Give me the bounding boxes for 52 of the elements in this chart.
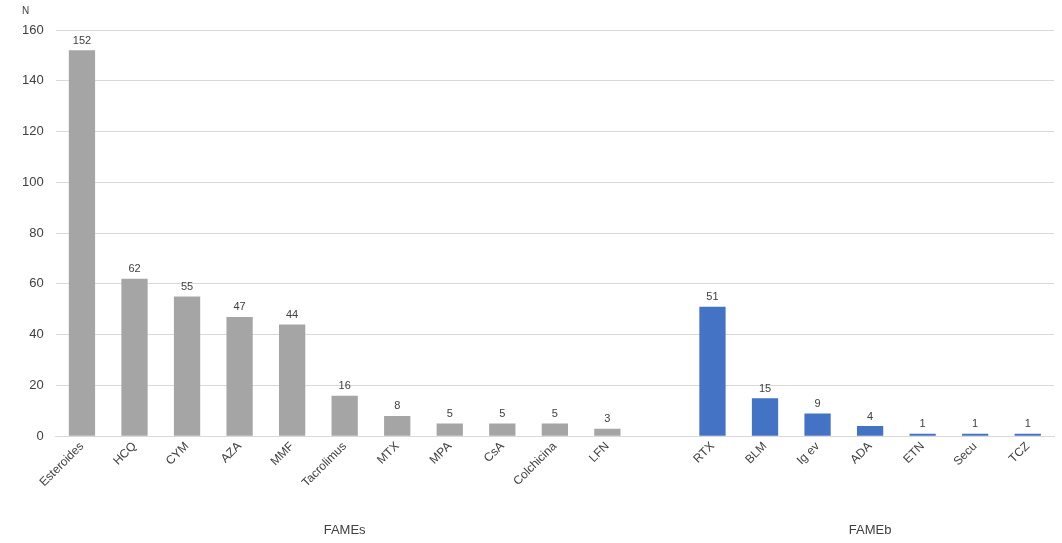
data-label: 51: [706, 290, 719, 303]
bar: [331, 395, 358, 436]
data-label: 15: [758, 381, 772, 394]
data-label: 44: [286, 308, 299, 321]
bar: [384, 415, 411, 436]
bar: [279, 324, 306, 436]
data-label: 8: [394, 399, 401, 412]
y-tick-label: 120: [21, 123, 44, 139]
data-label: 4: [867, 409, 874, 422]
y-tick-label: 20: [29, 377, 44, 393]
bar: [751, 398, 779, 436]
data-label: 5: [499, 407, 506, 420]
bar: [68, 50, 96, 436]
bar: [489, 423, 516, 436]
data-label: 1: [919, 417, 926, 430]
x-tick-label: AZA: [217, 438, 245, 466]
data-label: 1: [1024, 417, 1031, 430]
bar: [121, 278, 148, 436]
x-tick-label: CsA: [480, 438, 507, 465]
y-tick-label: 80: [29, 224, 44, 240]
data-label: 9: [814, 396, 821, 409]
data-label: 5: [446, 407, 453, 420]
bar: [173, 296, 201, 436]
x-tick-label: TCZ: [1005, 438, 1033, 466]
bar: [856, 426, 884, 436]
bar: [962, 433, 989, 436]
y-tick-label: 40: [29, 326, 44, 342]
data-label: 16: [338, 379, 351, 392]
bar: [594, 428, 621, 436]
bar: [804, 413, 831, 436]
data-label: 55: [180, 280, 194, 293]
y-axis-title: N: [22, 4, 30, 16]
bar: [699, 306, 726, 436]
data-label: 1: [972, 417, 979, 430]
y-tick-label: 0: [36, 427, 44, 443]
bar: [436, 423, 463, 436]
data-label: 47: [233, 300, 246, 313]
bar: [226, 316, 253, 436]
y-tick-label: 160: [21, 21, 44, 37]
y-tick-label: 140: [21, 72, 44, 88]
data-label: 62: [128, 262, 141, 275]
bar: [909, 433, 936, 436]
text: FAMEs: [323, 522, 367, 538]
bar: [1014, 433, 1041, 436]
data-label: 3: [604, 412, 611, 425]
bar: [541, 423, 568, 436]
y-tick-label: 100: [21, 173, 44, 189]
data-label: 5: [551, 407, 558, 420]
x-tick-label: Ig ev: [793, 438, 823, 468]
text: FAMEb: [848, 522, 892, 538]
y-tick-label: 60: [29, 275, 44, 291]
data-label: 152: [72, 33, 92, 46]
